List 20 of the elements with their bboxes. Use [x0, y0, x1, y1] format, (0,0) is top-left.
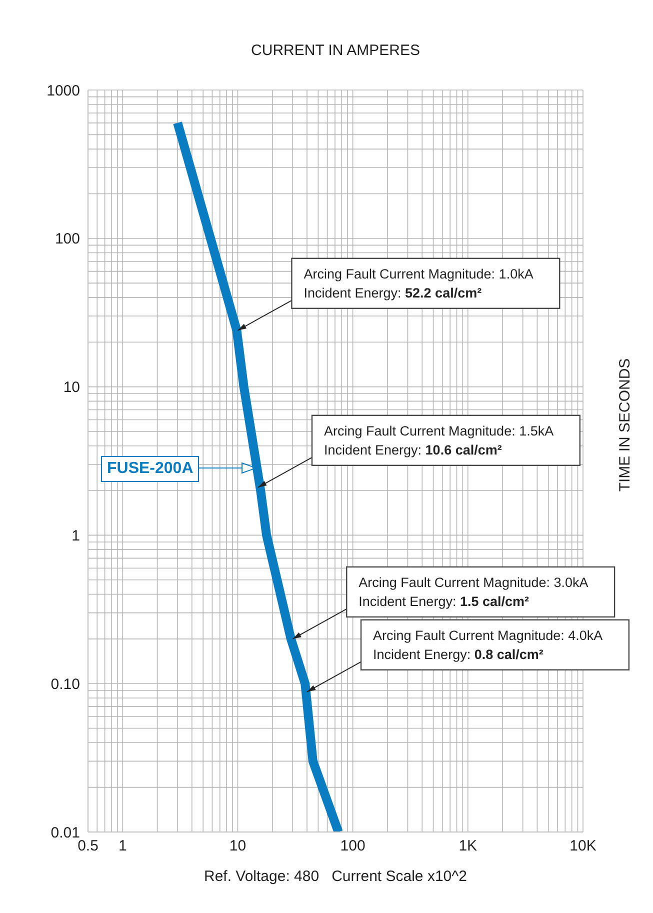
- y-axis-title: TIME IN SECONDS: [616, 358, 634, 492]
- y-tick-label: 1000: [46, 82, 80, 100]
- y-tick-label: 10: [63, 379, 80, 396]
- y-tick-label: 0.01: [50, 824, 80, 842]
- annotation: Arcing Fault Current Magnitude: 4.0kA Incident Energy: 0.8 cal/cm²: [373, 628, 603, 662]
- x-tick-label: 1: [118, 838, 127, 855]
- x-tick-label: 1K: [458, 838, 478, 855]
- x-tick-label: 0.5: [78, 838, 98, 855]
- x-tick-label: 10: [229, 838, 246, 855]
- x-tick-label: 100: [340, 838, 366, 855]
- annotation: Arcing Fault Current Magnitude: 1.5kA Incident Energy: 10.6 cal/cm²: [324, 423, 554, 458]
- y-tick-label: 100: [54, 230, 80, 248]
- x-tick-label: 10K: [570, 838, 596, 855]
- y-tick-label: 0.10: [50, 676, 80, 693]
- legend-label: FUSE-200A: [101, 456, 200, 482]
- text: Ref. Voltage: 480 Current Scale x10^2: [202, 868, 468, 885]
- y-tick-label: 1: [72, 528, 80, 545]
- annotation: Arcing Fault Current Magnitude: 1.0kA Incident Energy: 52.2 cal/cm²: [304, 266, 534, 300]
- annotation: Arcing Fault Current Magnitude: 3.0kA Incident Energy: 1.5 cal/cm²: [358, 574, 588, 609]
- x-axis-title: CURRENT IN AMPERES: [250, 42, 421, 59]
